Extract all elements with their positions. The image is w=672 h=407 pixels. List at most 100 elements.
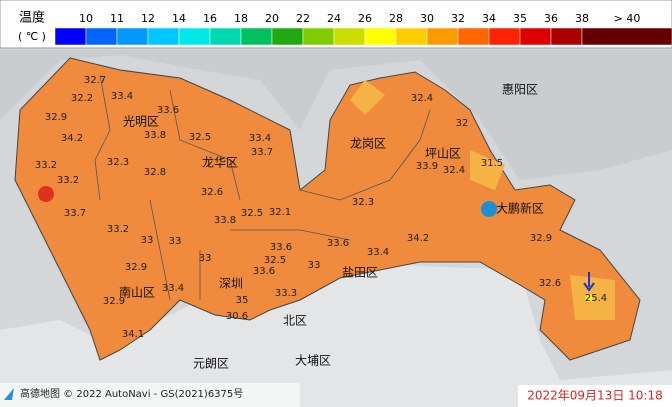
temperature-label: 33.6 — [327, 238, 349, 249]
district-label: 光明区 — [123, 115, 159, 129]
legend-swatch — [209, 27, 242, 46]
legend-swatch — [426, 27, 459, 46]
legend-unit: ( ℃ ) — [18, 30, 46, 43]
legend-label: 30 — [420, 12, 434, 25]
temperature-label: 32.4 — [411, 93, 433, 104]
district-label: 大鹏新区 — [496, 201, 544, 216]
legend-swatch — [333, 27, 366, 46]
temperature-label: 33 — [169, 236, 182, 247]
temperature-label: 33.4 — [249, 133, 271, 144]
land-south — [0, 265, 672, 407]
legend-label: 24 — [327, 12, 341, 25]
legend-swatch — [85, 27, 118, 46]
temperature-label: 32.7 — [84, 75, 106, 86]
temperature-label: 33.4 — [111, 91, 133, 102]
district-icon — [481, 201, 497, 217]
pointer-arrow — [583, 272, 595, 292]
legend-swatch — [54, 27, 87, 46]
land-north — [0, 50, 672, 180]
legend-swatch — [302, 27, 335, 46]
temperature-label: 32.5 — [264, 255, 286, 266]
temperature-label: 32.9 — [125, 262, 147, 273]
district-label: 南山区 — [119, 285, 155, 300]
temperature-label: 33 — [141, 235, 154, 246]
legend-label: 12 — [141, 12, 155, 25]
legend-label: 22 — [296, 12, 310, 25]
temperature-label: 33.4 — [162, 283, 184, 294]
logo — [4, 388, 14, 400]
legend-swatch — [519, 27, 552, 46]
legend-swatch — [147, 27, 180, 46]
legend-label: 28 — [389, 12, 403, 25]
temperature-label: 32 — [456, 118, 469, 129]
temperature-label: 32.9 — [530, 233, 552, 244]
district-label: 元朗区 — [193, 357, 229, 371]
temperature-label: 25.4 — [585, 293, 607, 304]
temperature-label: 33.2 — [107, 224, 129, 235]
attribution: 高德地图 © 2022 AutoNavi - GS(2021)6375号 — [20, 387, 243, 400]
legend-swatch — [178, 27, 211, 46]
legend-title: 温度 — [19, 10, 45, 26]
temperature-label: 32.9 — [45, 112, 67, 123]
legend-swatch — [395, 27, 428, 46]
legend-label: 16 — [203, 12, 217, 25]
legend-label: 34 — [482, 12, 496, 25]
legend-label: 26 — [358, 12, 372, 25]
district-label: 深圳 — [219, 277, 243, 291]
temperature-label: 33.7 — [251, 147, 273, 158]
temperature-label: 31.5 — [481, 158, 503, 169]
district-label: 龙华区 — [202, 156, 238, 170]
legend-swatch — [550, 27, 583, 46]
legend-swatch — [271, 27, 304, 46]
legend-label: 38 — [575, 12, 589, 25]
legend-swatch — [116, 27, 149, 46]
temperature-label: 32.1 — [269, 207, 291, 218]
temperature-label: 33.3 — [275, 288, 297, 299]
footer-bg — [0, 383, 300, 407]
temperature-label: 32.6 — [201, 187, 223, 198]
shenzhen-region — [14, 57, 641, 361]
temperature-label: 34.2 — [61, 133, 83, 144]
temperature-label: 33 — [199, 253, 212, 264]
district-label: 龙岗区 — [350, 137, 386, 151]
temperature-label: 32.5 — [241, 208, 263, 219]
legend-swatch — [457, 27, 490, 46]
legend-label: 18 — [234, 12, 248, 25]
temperature-label: 33.6 — [270, 242, 292, 253]
temperature-label: 33.2 — [35, 160, 57, 171]
legend-swatch — [488, 27, 521, 46]
district-label: 大埔区 — [295, 354, 331, 368]
temperature-label: 33.9 — [416, 161, 438, 172]
timestamp: 2022年09月13日 10:18 — [527, 389, 662, 403]
district-label: 坪山区 — [425, 147, 461, 161]
temperature-label: 33.4 — [367, 247, 389, 258]
temperature-label: 32.2 — [71, 93, 93, 104]
legend-label: 35 — [513, 12, 527, 25]
temperature-label: 35 — [236, 295, 249, 306]
temperature-label: 33.6 — [253, 266, 275, 277]
legend-swatch — [364, 27, 397, 46]
legend-swatch — [240, 27, 273, 46]
temperature-label: 34.1 — [122, 329, 144, 340]
temperature-label: 32.9 — [103, 296, 125, 307]
temperature-label: 32.6 — [539, 278, 561, 289]
district-label: 北区 — [283, 314, 307, 328]
temperature-label: 33.7 — [64, 208, 86, 219]
temperature-label: 33.8 — [144, 130, 166, 141]
temperature-label: 32.5 — [189, 132, 211, 143]
legend-label: > 40 — [614, 12, 641, 25]
temperature-label: 32.3 — [352, 197, 374, 208]
district-label: 盐田区 — [342, 266, 378, 280]
temperature-label: 33.6 — [157, 105, 179, 116]
legend-label: 11 — [110, 12, 124, 25]
temperature-label: 33 — [308, 260, 321, 271]
temperature-label: 32.4 — [443, 165, 465, 176]
temperature-label: 30.6 — [226, 311, 248, 322]
hot-spot — [38, 186, 54, 202]
temperature-label: 32.3 — [107, 157, 129, 168]
temperature-label: 32.8 — [144, 167, 166, 178]
district-label: 惠阳区 — [502, 83, 538, 97]
temperature-label: 33.8 — [214, 215, 236, 226]
legend-label: 14 — [172, 12, 186, 25]
